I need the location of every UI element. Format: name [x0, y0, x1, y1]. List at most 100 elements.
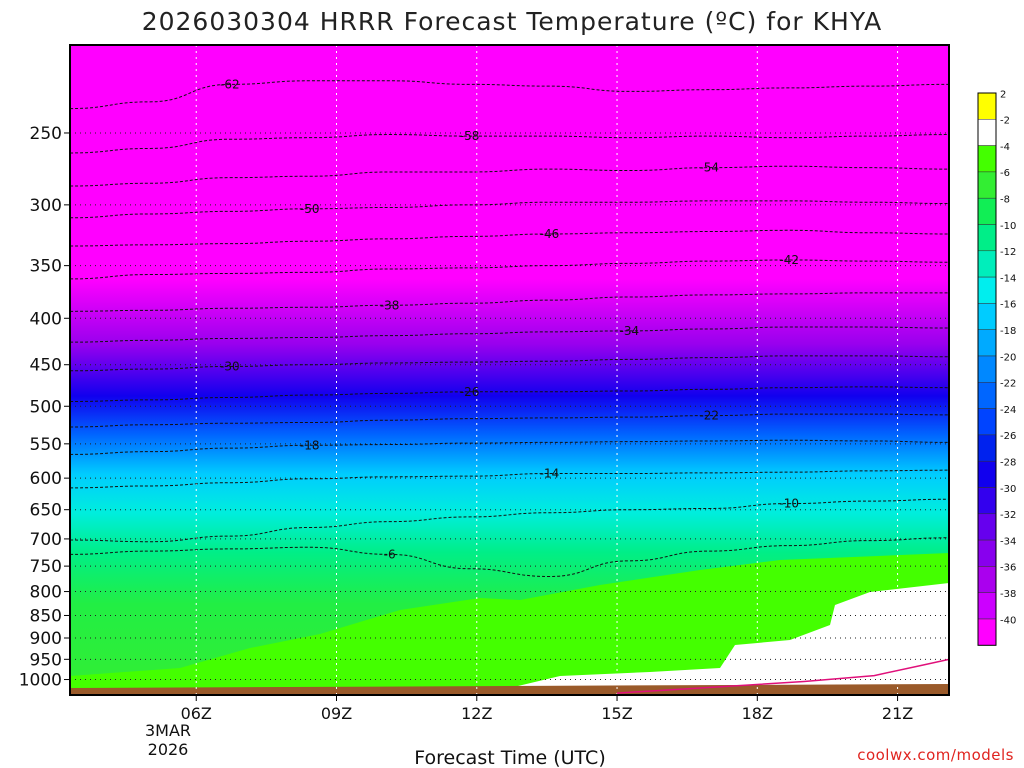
x-tick-label: 15Z	[601, 704, 632, 723]
contour-label: -62	[220, 77, 240, 91]
x-axis-label: Forecast Time (UTC)	[414, 747, 605, 768]
colorbar-swatch	[977, 171, 997, 199]
above-freezing-region	[480, 583, 949, 695]
contour-label: -38	[380, 298, 400, 312]
contour-label: -10	[779, 497, 799, 511]
colorbar-label: -16	[1000, 300, 1016, 311]
contour-label: -54	[699, 161, 719, 175]
colorbar-label: -10	[1000, 221, 1016, 232]
contour-line	[70, 80, 949, 110]
y-tick-label: 950	[30, 650, 62, 670]
colorbar-frame	[977, 92, 997, 646]
colorbar-label: -18	[1000, 326, 1016, 337]
temperature-contours: -62 -58 -54 -50 -46 -42 -38 -34 -30 -26 -22 -18 -14 -…	[70, 77, 949, 577]
colorbar-label: -14	[1000, 273, 1016, 284]
pressure-axis: 250 300 350 400 450 500 550 600 650 700 750 800 850 9…	[19, 124, 70, 691]
colorbar-swatch	[977, 276, 997, 304]
contour-label: -6	[384, 547, 396, 561]
colorbar-swatch	[977, 566, 997, 593]
y-tick-label: 450	[30, 356, 62, 376]
colorbar-swatch	[977, 460, 997, 488]
y-tick-label: 350	[30, 257, 62, 277]
colorbar-swatch	[977, 539, 997, 567]
colorbar-swatch	[977, 618, 997, 646]
colorbar-label: 2	[1000, 89, 1006, 100]
colorbar-label: -4	[1000, 142, 1010, 153]
y-tick-label: 850	[30, 606, 62, 626]
x-tick-label: 09Z	[321, 704, 352, 723]
contour-line	[70, 134, 949, 154]
contour-label: -22	[699, 409, 719, 423]
contour-label: -14	[540, 467, 560, 481]
contour-line	[70, 165, 949, 187]
y-tick-label: 300	[30, 196, 62, 216]
grid	[70, 45, 949, 695]
colorbar-swatch	[977, 382, 997, 409]
contour-label: -18	[300, 438, 320, 452]
y-tick-label: 250	[30, 124, 62, 144]
colorbar-swatch	[977, 487, 997, 515]
contour-label: -26	[460, 385, 480, 399]
colorbar-label: -38	[1000, 589, 1016, 600]
colorbar-swatch	[977, 250, 997, 278]
y-tick-label: 750	[30, 557, 62, 577]
contour-line	[70, 469, 949, 489]
y-tick-label: 1000	[19, 671, 62, 691]
colorbar-swatch	[977, 434, 997, 462]
colorbar-label: -20	[1000, 352, 1016, 363]
contour-line	[70, 229, 949, 247]
contour-line	[70, 259, 949, 280]
colorbar-label: -24	[1000, 405, 1016, 416]
colorbar-label: -34	[1000, 536, 1016, 547]
contour-label: -42	[779, 253, 799, 267]
contour-label: -46	[540, 227, 560, 241]
y-tick-label: 600	[30, 469, 62, 489]
plot-frame	[69, 44, 950, 696]
colorbar-label: -32	[1000, 510, 1016, 521]
y-tick-label: 500	[30, 397, 62, 417]
colorbar-swatch	[977, 355, 997, 383]
contour-label: -34	[620, 324, 640, 338]
contour-line	[70, 413, 949, 428]
y-tick-label: 650	[30, 501, 62, 521]
colorbar: 2 -2 -4 -6 -8 -10 -12 -14 -16 -18 -20 -22 -24 -26 -28 -…	[977, 89, 1016, 646]
zero-degree-line	[616, 658, 949, 694]
contour-line	[70, 537, 949, 577]
x-tick-label: 18Z	[742, 704, 773, 723]
colorbar-label: -30	[1000, 484, 1016, 495]
colorbar-label: -40	[1000, 615, 1016, 626]
colorbar-swatch	[977, 197, 997, 225]
x-tick-label: 06Z	[181, 704, 212, 723]
x-date-label-year: 2026	[148, 740, 189, 759]
contour-line	[70, 292, 949, 312]
colorbar-swatch	[977, 592, 997, 620]
y-tick-label: 400	[30, 309, 62, 329]
colorbar-label: -28	[1000, 458, 1016, 469]
colorbar-swatch	[977, 224, 997, 252]
contour-line	[70, 439, 949, 455]
time-axis: 06Z 09Z 12Z 15Z 18Z 21Z	[181, 695, 913, 723]
y-tick-label: 800	[30, 583, 62, 603]
colorbar-label: -36	[1000, 563, 1016, 574]
contour-label: -58	[460, 129, 480, 143]
colorbar-label: -6	[1000, 168, 1010, 179]
x-date-label-month: 3MAR	[145, 721, 191, 740]
colorbar-swatch	[977, 513, 997, 541]
y-tick-label: 700	[30, 530, 62, 550]
credit-text: coolwx.com/models	[857, 746, 1014, 764]
contour-label: -50	[300, 202, 320, 216]
contour-line	[70, 200, 949, 219]
contour-line	[70, 498, 949, 543]
colorbar-label: -2	[1000, 116, 1010, 127]
colorbar-label: -12	[1000, 247, 1016, 258]
chart-title: 2026030304 HRRR Forecast Temperature (ºC…	[142, 7, 883, 36]
colorbar-label: -26	[1000, 431, 1016, 442]
x-tick-label: 12Z	[461, 704, 492, 723]
colorbar-swatch	[977, 145, 997, 173]
colorbar-label: -22	[1000, 379, 1016, 390]
contour-line	[70, 355, 949, 372]
colorbar-swatch	[977, 303, 997, 330]
contour-label: -30	[220, 359, 240, 373]
x-tick-label: 21Z	[882, 704, 913, 723]
